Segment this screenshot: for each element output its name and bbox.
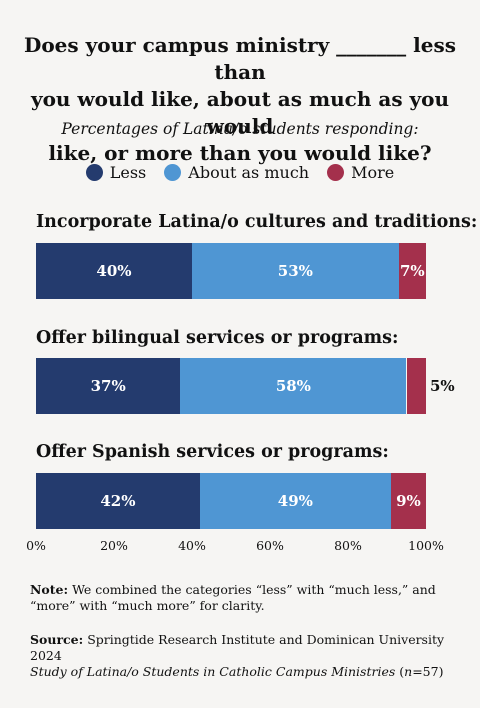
legend-swatch-about-as-much bbox=[164, 164, 182, 181]
legend-swatch-more bbox=[327, 164, 345, 181]
x-tick-label: 80% bbox=[334, 538, 362, 553]
bar-segment-less: 42% bbox=[36, 473, 200, 529]
data-label: 7% bbox=[399, 262, 425, 280]
bar-row: 42% 49% 9% bbox=[36, 473, 426, 529]
legend-label-less: Less bbox=[109, 163, 147, 182]
data-label: 5% bbox=[430, 377, 455, 395]
chart-subtitle: Percentages of Latina/o students respond… bbox=[61, 120, 419, 138]
bar-segment-about-as-much: 49% bbox=[199, 473, 391, 529]
x-tick-label: 60% bbox=[256, 538, 284, 553]
data-label: 40% bbox=[96, 262, 132, 280]
title-line: you would like, about as much as you wou… bbox=[30, 87, 450, 138]
data-label: 53% bbox=[277, 262, 313, 280]
data-label: 42% bbox=[100, 492, 136, 510]
bar-segment-more bbox=[406, 358, 426, 414]
source-sample-size: =57) bbox=[412, 664, 444, 679]
data-label: 37% bbox=[90, 377, 126, 395]
category-label: Offer bilingual services or programs: bbox=[36, 328, 399, 348]
legend-item-about-as-much: About as much bbox=[164, 163, 309, 182]
data-label: 49% bbox=[277, 492, 313, 510]
chart-note: Note: We combined the categories “less” … bbox=[30, 582, 440, 614]
bar-segment-less: 40% bbox=[36, 243, 192, 299]
legend-label-about-as-much: About as much bbox=[188, 163, 310, 182]
title-line: like, or more than you would like? bbox=[48, 141, 432, 165]
category-label: Incorporate Latina/o cultures and tradit… bbox=[36, 212, 478, 232]
bar-segment-about-as-much: 58% bbox=[180, 358, 407, 414]
legend-item-more: More bbox=[327, 163, 394, 182]
bar-segment-about-as-much: 53% bbox=[192, 243, 399, 299]
legend: Less About as much More bbox=[0, 163, 480, 182]
chart-title: Does your campus ministry _______ less t… bbox=[10, 32, 470, 167]
title-line: Does your campus ministry _______ less t… bbox=[23, 33, 456, 84]
source-n: n bbox=[404, 664, 413, 679]
x-tick-label: 40% bbox=[178, 538, 206, 553]
chart-source: Source: Springtide Research Institute an… bbox=[30, 632, 450, 680]
legend-item-less: Less bbox=[85, 163, 147, 182]
bar-segment-more: 9% bbox=[390, 473, 426, 529]
data-label-outside: 5% bbox=[430, 358, 455, 414]
bar-row: 40% 53% 7% bbox=[36, 243, 426, 299]
note-text: We combined the categories “less” with “… bbox=[30, 582, 436, 613]
source-study-title: Study of Latina/o Students in Catholic C… bbox=[30, 664, 396, 679]
x-tick-label: 20% bbox=[100, 538, 128, 553]
legend-label-more: More bbox=[351, 163, 395, 182]
legend-swatch-less bbox=[85, 164, 103, 181]
data-label: 9% bbox=[396, 492, 421, 510]
note-label: Note: bbox=[30, 582, 69, 597]
bar-segment-more: 7% bbox=[398, 243, 426, 299]
category-label: Offer Spanish services or programs: bbox=[36, 442, 389, 462]
source-text: Springtide Research Institute and Domini… bbox=[30, 632, 445, 663]
bar-row: 37% 58% 5% bbox=[36, 358, 455, 414]
source-label: Source: bbox=[30, 632, 84, 647]
x-tick-label: 0% bbox=[26, 538, 46, 553]
bar-segment-less: 37% bbox=[36, 358, 181, 414]
data-label: 58% bbox=[275, 377, 311, 395]
source-paren-open: ( bbox=[395, 664, 405, 679]
x-axis: 0% 20% 40% 60% 80% 100% bbox=[26, 538, 444, 558]
x-tick-label: 100% bbox=[408, 538, 444, 553]
